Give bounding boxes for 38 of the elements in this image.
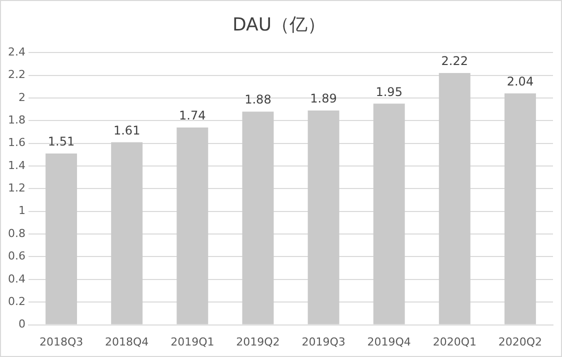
x-tick-label: 2018Q4	[105, 335, 149, 348]
y-tick-label: 1.6	[8, 136, 26, 150]
bar	[242, 112, 274, 324]
data-label: 1.88	[244, 92, 272, 107]
bar	[176, 127, 208, 324]
bar	[373, 104, 405, 324]
data-label: 2.04	[506, 74, 534, 89]
data-label: 1.74	[179, 108, 206, 123]
y-tick-label: 0.2	[8, 294, 26, 308]
bar	[46, 154, 78, 324]
y-tick-label: 0.4	[8, 272, 26, 286]
y-tick-label: 2.4	[8, 45, 26, 58]
y-tick-label: 0.8	[8, 226, 26, 240]
data-label: 1.61	[113, 123, 140, 138]
x-tick-label: 2019Q3	[302, 335, 346, 348]
x-tick-label: 2019Q1	[170, 335, 214, 348]
data-label: 2.22	[441, 54, 468, 68]
y-tick-label: 1.2	[8, 182, 26, 195]
data-label: 1.95	[376, 84, 402, 99]
x-tick-label: 2019Q4	[367, 335, 411, 348]
y-tick-label: 1.4	[8, 158, 26, 172]
y-tick-label: 1	[18, 204, 26, 218]
x-tick-label: 2020Q2	[498, 335, 542, 348]
bar	[111, 142, 143, 324]
x-tick-label: 2019Q2	[236, 335, 280, 348]
data-label: 1.89	[310, 92, 337, 106]
y-tick-label: 2	[18, 90, 26, 104]
bar	[438, 73, 470, 324]
y-tick-label: 2.2	[8, 68, 26, 82]
y-tick-label: 0.6	[8, 250, 26, 263]
bar	[308, 110, 340, 324]
y-tick-label: 0	[18, 318, 26, 331]
x-tick-label: 2018Q3	[39, 335, 84, 348]
bar	[504, 93, 536, 324]
chart-title: DAU（亿）	[232, 14, 326, 36]
y-tick-label: 1.8	[8, 114, 26, 127]
x-tick-label: 2020Q1	[432, 335, 476, 348]
data-label: 1.51	[48, 134, 75, 149]
